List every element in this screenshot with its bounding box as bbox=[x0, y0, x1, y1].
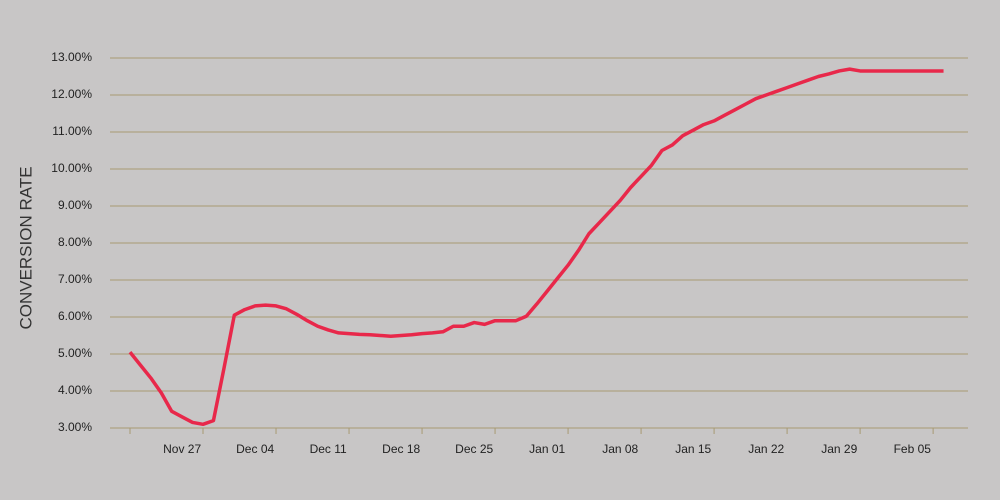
x-tick-label: Jan 01 bbox=[529, 442, 565, 456]
y-tick-label: 12.00% bbox=[51, 87, 92, 101]
y-tick-label: 11.00% bbox=[52, 124, 92, 138]
x-tick-label: Jan 08 bbox=[602, 442, 638, 456]
x-tick-label: Jan 15 bbox=[675, 442, 711, 456]
y-tick-label: 6.00% bbox=[58, 309, 92, 323]
x-tick-label: Jan 22 bbox=[748, 442, 784, 456]
y-axis-label: CONVERSION RATE bbox=[16, 166, 35, 329]
y-tick-label: 13.00% bbox=[51, 50, 92, 64]
x-tick-label: Feb 05 bbox=[894, 442, 932, 456]
y-tick-label: 8.00% bbox=[58, 235, 92, 249]
x-tick-label: Nov 27 bbox=[163, 442, 201, 456]
x-tick-label: Dec 25 bbox=[455, 442, 493, 456]
x-tick-label: Dec 18 bbox=[382, 442, 420, 456]
x-tick-label: Jan 29 bbox=[821, 442, 857, 456]
x-tick-label: Dec 11 bbox=[310, 442, 347, 456]
y-tick-label: 9.00% bbox=[58, 198, 92, 212]
y-tick-label: 7.00% bbox=[58, 272, 92, 286]
y-tick-label: 3.00% bbox=[58, 420, 92, 434]
y-tick-label: 10.00% bbox=[51, 161, 92, 175]
y-tick-label: 5.00% bbox=[58, 346, 92, 360]
x-tick-label: Dec 04 bbox=[236, 442, 274, 456]
y-tick-label: 4.00% bbox=[58, 383, 92, 397]
series-line bbox=[128, 67, 944, 427]
